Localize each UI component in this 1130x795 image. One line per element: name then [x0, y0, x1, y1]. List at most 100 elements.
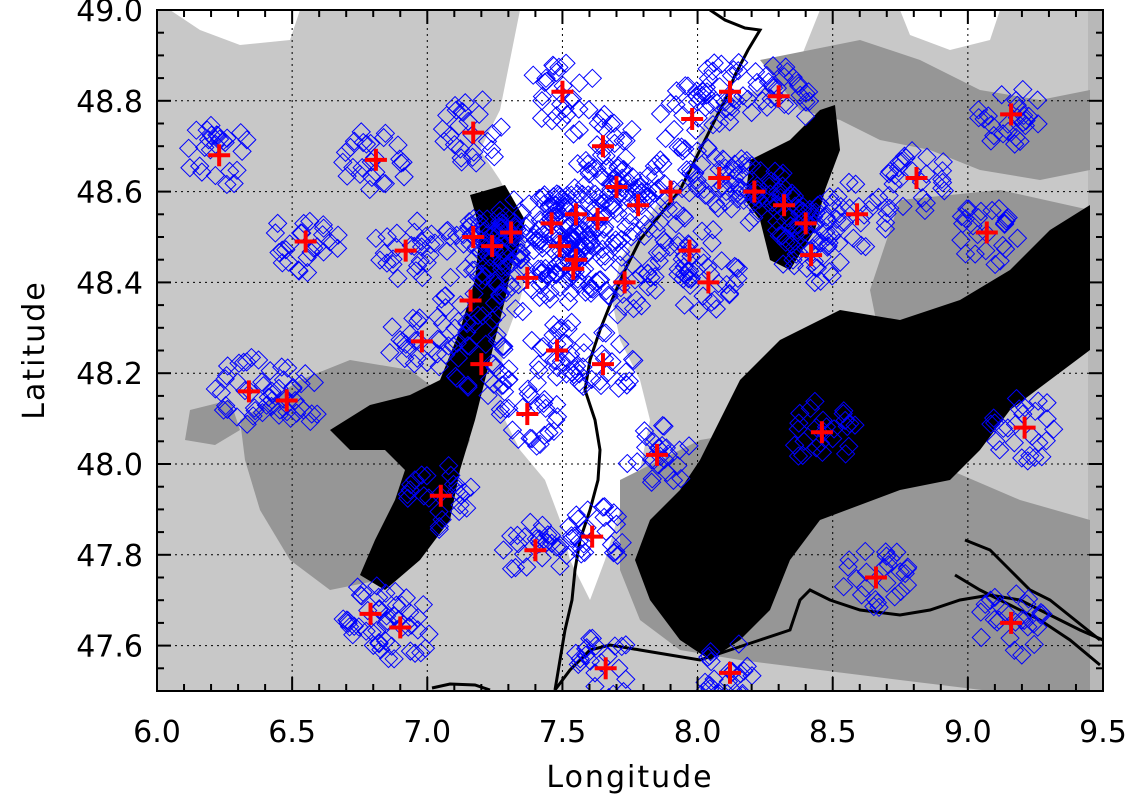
- footprint-diamond: [501, 559, 522, 579]
- footprint-diamond: [984, 125, 1004, 146]
- footprint-diamond: [566, 505, 586, 525]
- footprint-diamond: [626, 290, 647, 310]
- footprint-diamond: [378, 648, 399, 669]
- footprint-diamond: [612, 532, 632, 553]
- footprint-diamond: [496, 282, 516, 303]
- footprint-diamond: [875, 212, 896, 233]
- footprint-diamond: [531, 338, 551, 358]
- footprint-diamond: [703, 114, 723, 135]
- footprint-diamond: [552, 111, 572, 131]
- footprint-diamond: [763, 56, 783, 76]
- footprint-diamond: [516, 557, 537, 577]
- footprint-diamond: [528, 354, 549, 375]
- footprint-diamond: [994, 214, 1015, 234]
- footprint-diamond: [762, 192, 783, 213]
- footprint-diamond: [851, 213, 871, 233]
- footprint-diamond: [877, 573, 897, 593]
- footprint-diamond: [698, 68, 719, 89]
- footprint-diamond: [623, 222, 643, 242]
- footprint-diamond: [252, 372, 272, 392]
- footprint-diamond: [822, 266, 842, 286]
- footprint-diamond: [1012, 645, 1032, 665]
- footprint-diamond: [429, 501, 449, 522]
- station-marker: [548, 235, 571, 258]
- footprint-diamond: [414, 486, 434, 506]
- footprint-diamond: [178, 138, 199, 159]
- y-axis-title: Latitude: [17, 280, 52, 419]
- footprint-diamond: [567, 184, 588, 204]
- footprint-diamond: [1024, 634, 1044, 655]
- footprint-diamond: [347, 577, 368, 597]
- footprint-diamond: [256, 395, 277, 415]
- footprint-diamond: [963, 216, 983, 236]
- footprint-diamond: [951, 230, 971, 250]
- footprint-diamond: [369, 632, 389, 653]
- footprint-diamond: [511, 249, 532, 270]
- footprint-diamond: [304, 372, 325, 393]
- footprint-diamond: [375, 173, 396, 194]
- footprint-diamond: [839, 550, 859, 570]
- footprint-diamond: [576, 150, 596, 171]
- footprint-diamond: [572, 184, 593, 205]
- footprint-diamond: [645, 280, 666, 300]
- footprint-diamond: [405, 470, 425, 490]
- footprint-diamond: [522, 428, 542, 449]
- footprint-diamond: [392, 331, 413, 351]
- footprint-diamond: [593, 322, 613, 343]
- station-marker: [905, 166, 928, 189]
- footprint-diamond: [983, 408, 1004, 428]
- footprint-diamond: [192, 162, 212, 182]
- footprint-diamond: [512, 203, 533, 223]
- footprint-diamond: [650, 150, 671, 170]
- footprint-diamond: [536, 71, 557, 92]
- x-tick-label: 8.0: [674, 715, 722, 750]
- footprint-diamond: [671, 137, 692, 157]
- footprint-diamond: [612, 272, 633, 292]
- footprint-diamond: [574, 332, 594, 353]
- footprint-diamond: [741, 102, 762, 123]
- footprint-diamond: [641, 256, 661, 276]
- footprint-diamond: [495, 398, 516, 419]
- footprint-diamond: [537, 532, 557, 552]
- footprint-diamond: [728, 268, 748, 289]
- footprint-diamond: [338, 613, 358, 633]
- footprint-diamond: [459, 336, 480, 356]
- footprint-diamond: [441, 465, 461, 486]
- footprint-diamond: [561, 229, 582, 250]
- footprint-diamond: [698, 647, 718, 667]
- footprint-diamond: [834, 401, 854, 421]
- footprint-diamond: [603, 195, 624, 215]
- footprint-diamond: [593, 497, 613, 517]
- footprint-diamond: [631, 296, 652, 316]
- footprint-diamond: [313, 218, 334, 238]
- station-marker: [294, 230, 317, 253]
- footprint-diamond: [207, 125, 227, 145]
- footprint-diamond: [412, 267, 433, 288]
- footprint-diamond: [686, 259, 707, 280]
- footprint-diamond: [505, 299, 526, 319]
- footprint-diamond: [501, 277, 522, 297]
- footprint-diamond: [407, 211, 427, 231]
- footprint-diamond: [675, 139, 695, 159]
- footprint-diamond: [617, 453, 637, 474]
- footprint-diamond: [343, 625, 363, 645]
- border-bottom-left: [431, 682, 491, 691]
- footprint-diamond: [719, 112, 740, 132]
- footprint-diamond: [369, 600, 389, 620]
- footprint-diamond: [645, 267, 665, 287]
- footprint-diamond: [487, 325, 507, 345]
- footprint-diamond: [429, 330, 450, 350]
- footprint-diamond: [608, 203, 628, 224]
- footprint-diamond: [216, 365, 237, 386]
- footprint-diamond: [285, 390, 305, 411]
- footprint-diamond: [839, 436, 859, 457]
- footprint-diamond: [492, 336, 513, 357]
- footprint-diamond: [340, 137, 361, 158]
- footprint-diamond: [728, 61, 748, 81]
- footprint-diamond: [557, 185, 577, 206]
- footprint-diamond: [481, 139, 502, 160]
- footprint-diamond: [344, 616, 364, 636]
- station-marker: [613, 271, 636, 294]
- x-tick-label: 8.5: [809, 715, 857, 750]
- footprint-diamond: [806, 438, 826, 458]
